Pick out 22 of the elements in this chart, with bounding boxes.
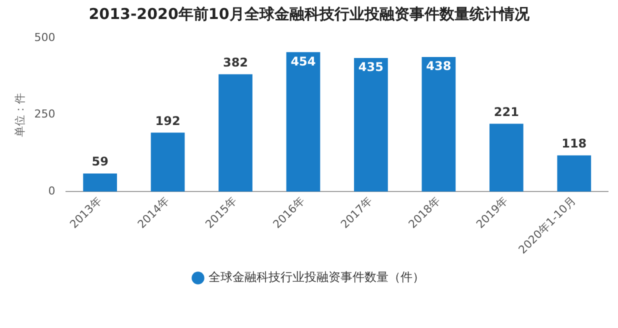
y-tick-label: 500 — [34, 30, 56, 44]
data-label: 221 — [494, 104, 519, 119]
bar — [489, 124, 524, 192]
bar — [83, 174, 117, 192]
chart-title: 2013-2020年前10月全球金融科技行业投融资事件数量统计情况 — [88, 4, 530, 23]
bar — [557, 155, 592, 192]
data-label: 59 — [92, 154, 108, 169]
data-label: 454 — [290, 54, 316, 68]
data-label: 382 — [222, 55, 248, 70]
bar — [218, 74, 252, 192]
data-label: 118 — [562, 136, 587, 151]
y-tick-label: 250 — [34, 108, 56, 121]
data-label: 435 — [358, 60, 384, 74]
bar — [150, 132, 185, 192]
bar — [286, 52, 320, 192]
y-axis-title: 单位：件 — [13, 92, 26, 137]
data-label: 192 — [155, 114, 180, 128]
bar — [354, 58, 388, 192]
legend-label: 全球金融科技行业投融资事件数量（件） — [208, 270, 424, 284]
data-label: 438 — [426, 59, 452, 74]
bar — [422, 57, 456, 192]
y-tick-label: 0 — [48, 184, 56, 198]
